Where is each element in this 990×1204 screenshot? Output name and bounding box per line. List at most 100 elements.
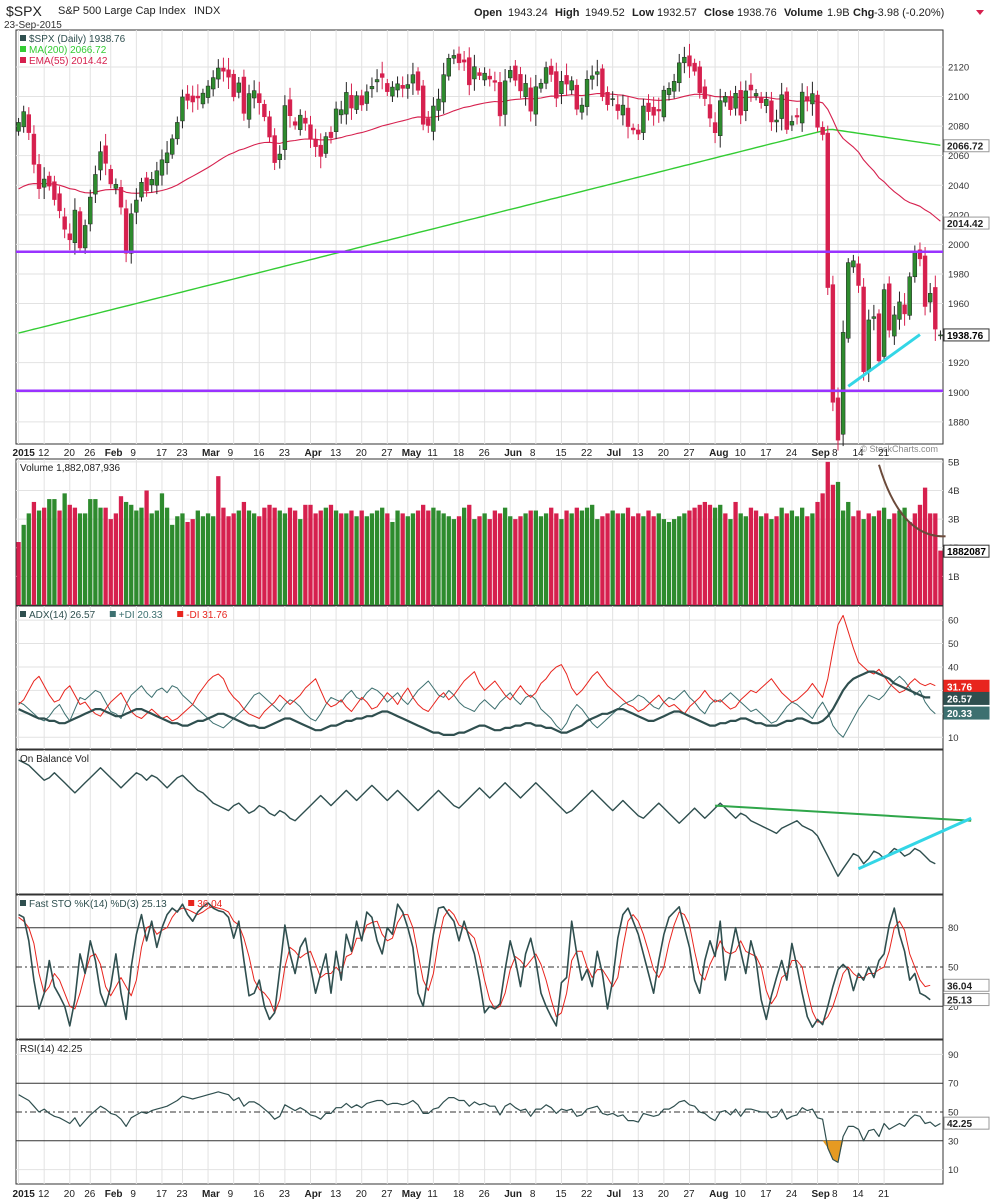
low-label: Low	[632, 7, 654, 19]
volume-bar	[415, 510, 421, 605]
candle-body	[584, 78, 590, 107]
candle-body	[159, 159, 165, 176]
volume-bar	[385, 513, 390, 605]
y-tick-label: 2100	[948, 92, 969, 103]
candle-body	[282, 105, 288, 150]
volume-bar	[646, 510, 651, 605]
volume-bar	[31, 501, 37, 605]
volume-bar	[205, 513, 211, 605]
stoch-k-tag-box	[943, 993, 990, 1007]
candle-body	[451, 55, 457, 59]
y-tick-label: 1960	[948, 299, 969, 310]
volume-bar	[712, 507, 718, 605]
volume-bar	[257, 516, 262, 605]
candle-body	[118, 187, 124, 208]
x-tick-label: 27	[683, 1189, 695, 1200]
candle-body	[615, 104, 620, 111]
candle-body	[344, 92, 349, 115]
down-triangle-icon	[976, 10, 984, 15]
candle-body	[600, 68, 605, 97]
x-tick-label: 10	[735, 1189, 747, 1200]
candle-body	[630, 127, 636, 131]
volume-bar	[118, 496, 124, 605]
volume-bar	[912, 513, 917, 605]
stoch-k-line	[18, 902, 931, 1028]
volume-bar	[753, 510, 759, 605]
di-plus-tag: 20.33	[947, 709, 972, 720]
candle-body	[31, 133, 37, 165]
volume-bar	[692, 507, 697, 605]
candle-body	[318, 144, 323, 157]
candle-body	[646, 102, 651, 112]
obv-panel-frame	[15, 749, 944, 895]
candle-body	[533, 86, 539, 115]
x-tick-label: 24	[786, 448, 798, 459]
volume-bar	[82, 513, 88, 605]
candle-body	[907, 276, 912, 316]
x-tick-label: Jul	[607, 448, 622, 459]
x-tick-label: 18	[453, 448, 465, 459]
volume-bar	[292, 510, 298, 605]
x-tick-label: 11	[427, 1189, 438, 1200]
x-tick-label: 23	[279, 448, 291, 459]
candle-body	[210, 77, 216, 90]
candle-body	[779, 94, 784, 119]
candle-body	[687, 55, 692, 67]
x-tick-label: 17	[760, 448, 772, 459]
x-tick-label: 13	[632, 1189, 644, 1200]
volume-bar	[16, 542, 21, 605]
volume-bar	[436, 510, 441, 605]
candle-body	[113, 184, 119, 189]
volume-bar	[421, 504, 426, 605]
candle-body	[887, 283, 892, 331]
candle-body	[123, 208, 129, 254]
volume-bar	[677, 516, 682, 605]
volume-bar	[287, 507, 293, 605]
x-tick-label: 13	[632, 448, 644, 459]
volume-bar	[707, 504, 713, 605]
adx-panel-frame	[15, 605, 944, 750]
candle-body	[349, 95, 354, 109]
obv-line	[18, 759, 936, 877]
volume-bar	[502, 507, 508, 605]
candle-body	[47, 175, 52, 187]
adx-tag: 26.57	[947, 694, 972, 705]
candle-body	[799, 91, 805, 124]
y-tick-label: 60	[948, 616, 959, 627]
x-tick-label: 9	[228, 1189, 234, 1200]
volume-bar	[308, 504, 313, 605]
volume-bar	[134, 510, 139, 605]
candles	[16, 43, 943, 451]
low-value: 1932.57	[657, 7, 697, 19]
di-plus-tag-box	[943, 706, 990, 720]
x-tick-label: 22	[581, 1189, 593, 1200]
ohlc-readout: Open 1943.24 High 1949.52 Low 1932.57 Cl…	[474, 7, 944, 19]
candle-body	[108, 169, 113, 185]
candle-body	[574, 84, 580, 110]
candle-body	[595, 71, 600, 75]
candle-body	[374, 79, 380, 83]
volume-last-tag-box	[943, 544, 990, 558]
volume-bar	[277, 510, 282, 605]
candle-body	[656, 109, 661, 112]
x-tick-label: 20	[658, 1189, 670, 1200]
legend-swatch	[188, 900, 195, 906]
candle-body	[415, 71, 421, 91]
x-tick-label: 27	[683, 448, 695, 459]
volume-bar	[26, 513, 31, 605]
exchange-label: INDX	[194, 5, 221, 17]
x-tick-label: Jul	[607, 1189, 622, 1200]
volume-bar	[159, 493, 165, 605]
legend-swatch	[109, 611, 116, 617]
candle-body	[52, 181, 57, 200]
candle-body	[236, 82, 241, 93]
candle-body	[543, 67, 549, 84]
volume-bar	[175, 516, 180, 605]
volume-bar	[241, 501, 247, 605]
x-tick-label: May	[402, 448, 422, 459]
candle-body	[420, 85, 426, 125]
candle-body	[764, 99, 769, 106]
x-tick-label: 26	[84, 448, 96, 459]
candle-body	[707, 104, 713, 119]
volume-bar	[564, 510, 569, 605]
